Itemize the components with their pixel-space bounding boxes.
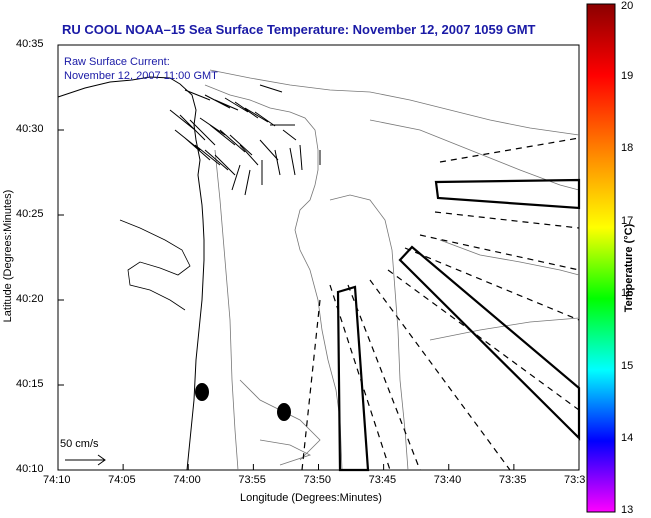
current-vectors <box>169 84 321 196</box>
colorbar-tick-label: 13 <box>621 504 634 516</box>
colorbar-tick-label: 14 <box>621 432 634 445</box>
x-tick-label: 74:00 <box>173 474 201 486</box>
colorbar-tick-label: 18 <box>621 142 634 155</box>
y-tick-label: 40:25 <box>16 208 44 220</box>
y-tick-label: 40:10 <box>16 463 44 475</box>
mooring-marker <box>277 403 291 421</box>
y-tick-label: 40:15 <box>16 378 44 390</box>
raritan-bay-shore <box>119 219 191 311</box>
plot-frame <box>57 44 580 471</box>
colorbar-tick-label: 15 <box>621 359 634 372</box>
sampling-tracks <box>301 137 580 471</box>
colorbar <box>586 3 616 513</box>
scale-label: 50 cm/s <box>60 438 99 450</box>
axis-ticks <box>57 44 580 471</box>
x-tick-label: 73:40 <box>433 474 462 486</box>
coverage-wedges <box>336 178 581 472</box>
x-axis-label: Longitude (Degrees:Minutes) <box>240 492 382 504</box>
colorbar-title: Temperature (°C) <box>623 223 635 313</box>
bathymetry-contours <box>204 69 580 471</box>
x-tick-label: 73:45 <box>368 474 397 486</box>
colorbar-tick-label: 16 <box>621 287 634 300</box>
x-tick-label: 73:50 <box>303 474 332 486</box>
x-tick-label: 73:3 <box>564 474 586 486</box>
coastline <box>57 76 205 471</box>
x-tick-label: 74:05 <box>108 474 136 486</box>
colorbar-tick-label: 19 <box>621 69 634 82</box>
current-time-label: November 12, 2007 11:00 GMT <box>64 70 218 82</box>
y-tick-label: 40:30 <box>16 123 44 135</box>
y-tick-label: 40:35 <box>16 38 44 50</box>
colorbar-tick-label: 20 <box>621 0 634 12</box>
x-tick-label: 73:35 <box>498 474 527 486</box>
y-tick-label: 40:20 <box>16 293 44 305</box>
x-tick-label: 73:55 <box>238 474 266 486</box>
x-tick-label: 74:10 <box>43 474 71 486</box>
mooring-marker <box>195 383 209 401</box>
scale-arrow <box>65 454 106 466</box>
colorbar-tick-label: 17 <box>621 214 634 227</box>
map-title: RU COOL NOAA–15 Sea Surface Temperature:… <box>62 22 536 37</box>
current-label: Raw Surface Current: <box>64 56 170 68</box>
y-axis-label: Latitude (Degrees:Minutes) <box>2 189 14 323</box>
